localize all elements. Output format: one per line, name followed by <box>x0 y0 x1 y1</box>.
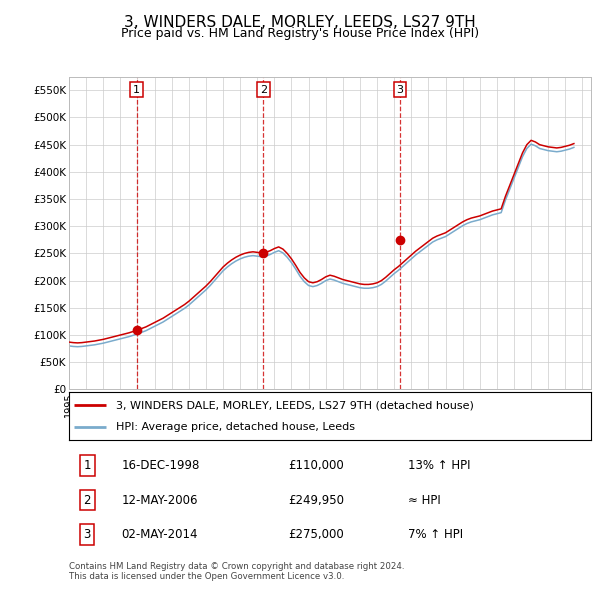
Text: 7% ↑ HPI: 7% ↑ HPI <box>409 528 463 541</box>
Text: 1: 1 <box>83 459 91 472</box>
Text: 3, WINDERS DALE, MORLEY, LEEDS, LS27 9TH (detached house): 3, WINDERS DALE, MORLEY, LEEDS, LS27 9TH… <box>116 400 474 410</box>
Text: ≈ HPI: ≈ HPI <box>409 493 441 507</box>
Text: 3: 3 <box>397 84 403 94</box>
Text: 3, WINDERS DALE, MORLEY, LEEDS, LS27 9TH: 3, WINDERS DALE, MORLEY, LEEDS, LS27 9TH <box>124 15 476 30</box>
Text: 2: 2 <box>83 493 91 507</box>
Text: 12-MAY-2006: 12-MAY-2006 <box>121 493 198 507</box>
Text: 2: 2 <box>260 84 267 94</box>
Text: £249,950: £249,950 <box>288 493 344 507</box>
Text: 13% ↑ HPI: 13% ↑ HPI <box>409 459 471 472</box>
Text: This data is licensed under the Open Government Licence v3.0.: This data is licensed under the Open Gov… <box>69 572 344 581</box>
Text: Price paid vs. HM Land Registry's House Price Index (HPI): Price paid vs. HM Land Registry's House … <box>121 27 479 40</box>
Text: HPI: Average price, detached house, Leeds: HPI: Average price, detached house, Leed… <box>116 422 355 432</box>
Text: 16-DEC-1998: 16-DEC-1998 <box>121 459 200 472</box>
Text: 02-MAY-2014: 02-MAY-2014 <box>121 528 198 541</box>
Text: 3: 3 <box>83 528 91 541</box>
Text: 1: 1 <box>133 84 140 94</box>
Text: £110,000: £110,000 <box>288 459 344 472</box>
Text: £275,000: £275,000 <box>288 528 344 541</box>
Text: Contains HM Land Registry data © Crown copyright and database right 2024.: Contains HM Land Registry data © Crown c… <box>69 562 404 571</box>
